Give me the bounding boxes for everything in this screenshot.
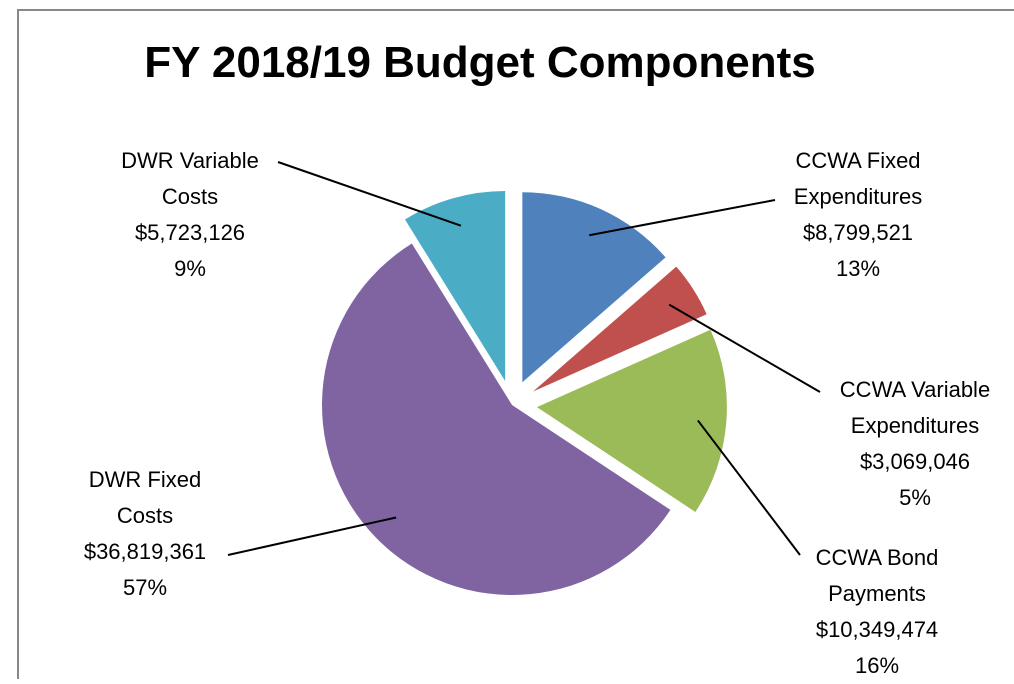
slice-label: DWR Variable Costs $5,723,126 9%: [108, 143, 273, 287]
leader-line: [277, 161, 462, 227]
slice-label: CCWA Bond Payments $10,349,474 16%: [792, 540, 962, 684]
category-label: CCWA Variable Expenditures: [839, 377, 991, 438]
chart-title: FY 2018/19 Budget Components: [144, 38, 816, 87]
slice-label: CCWA Fixed Expenditures $8,799,521 13%: [773, 143, 943, 287]
pie-slice: [522, 192, 666, 383]
value-label: $10,349,474: [815, 617, 939, 642]
category-label: DWR Fixed Costs: [88, 467, 202, 528]
pie-slice: [533, 266, 707, 392]
leader-line: [697, 419, 801, 556]
slice-label: CCWA Variable Expenditures $3,069,046 5%: [818, 372, 1013, 516]
value-label: $36,819,361: [83, 539, 207, 564]
leader-line: [668, 303, 821, 393]
slice-label: DWR Fixed Costs $36,819,361 57%: [65, 462, 225, 606]
percent-label: 5%: [899, 485, 931, 510]
percent-label: 16%: [854, 653, 900, 678]
category-label: CCWA Fixed Expenditures: [793, 148, 923, 209]
pie-slice: [536, 329, 727, 512]
percent-label: 13%: [835, 256, 881, 281]
percent-label: 9%: [174, 256, 206, 281]
value-label: $3,069,046: [859, 449, 971, 474]
chart-frame: [17, 9, 1014, 679]
pie-slice: [404, 190, 506, 381]
category-label: DWR Variable Costs: [121, 148, 259, 209]
value-label: $8,799,521: [802, 220, 914, 245]
percent-label: 57%: [122, 575, 168, 600]
value-label: $5,723,126: [134, 220, 246, 245]
leader-line: [227, 516, 397, 556]
category-label: CCWA Bond Payments: [815, 545, 939, 606]
pie-slice: [322, 243, 671, 595]
leader-line: [589, 199, 776, 237]
